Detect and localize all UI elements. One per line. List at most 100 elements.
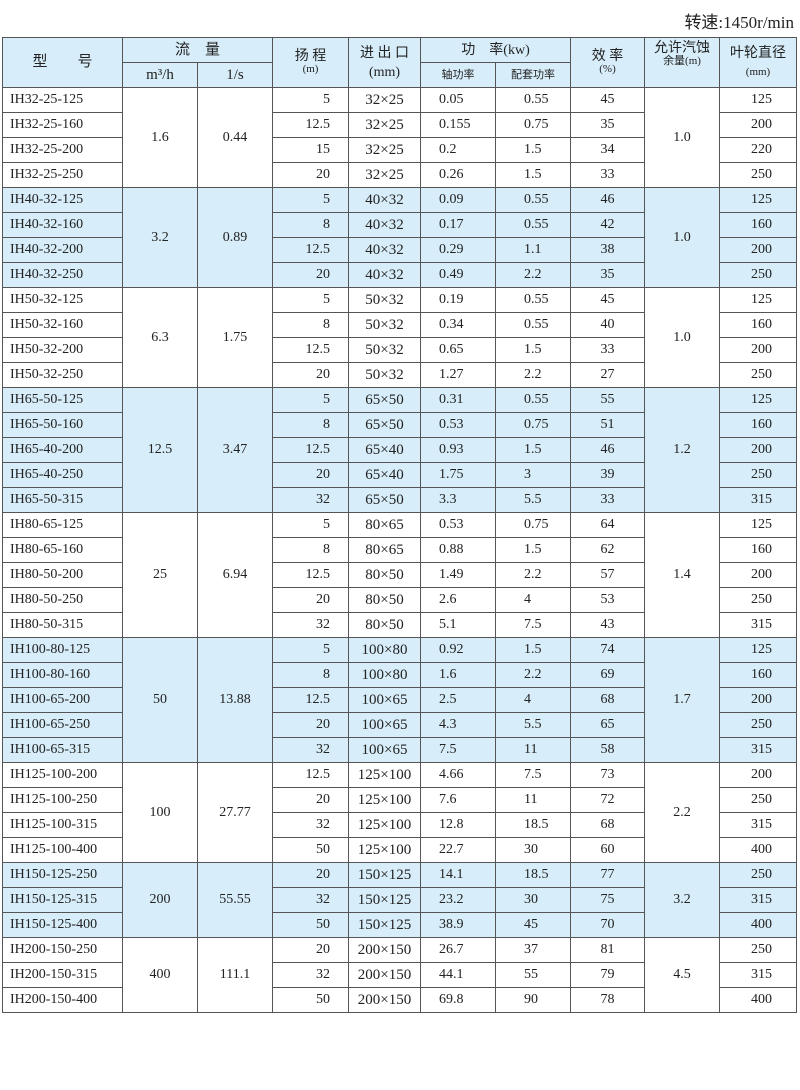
model-cell: IH200-150-400: [2, 987, 123, 1013]
matched-power-cell: 0.55: [495, 387, 572, 413]
port-cell: 150×125: [348, 912, 422, 938]
shaft-power-cell: 0.34: [420, 312, 497, 338]
npsh-cell: 1.0: [644, 287, 721, 388]
matched-power-cell: 1.5: [495, 637, 572, 663]
impeller-cell: 250: [719, 362, 798, 388]
port-cell: 50×32: [348, 337, 422, 363]
port-cell: 200×150: [348, 937, 422, 963]
shaft-power-cell: 0.17: [420, 212, 497, 238]
shaft-power-cell: 2.5: [420, 687, 497, 713]
head-cell: 20: [272, 362, 350, 388]
efficiency-cell: 40: [570, 312, 646, 338]
impeller-cell: 315: [719, 487, 798, 513]
port-cell: 40×32: [348, 187, 422, 213]
impeller-cell: 200: [719, 762, 798, 788]
shaft-power-cell: 7.5: [420, 737, 497, 763]
impeller-cell: 160: [719, 212, 798, 238]
table-row: IH40-32-160 8 40×32 0.17 0.55 42 160: [2, 212, 798, 238]
port-cell: 80×50: [348, 612, 422, 638]
matched-power-cell: 18.5: [495, 862, 572, 888]
matched-power-cell: 2.2: [495, 562, 572, 588]
matched-power-cell: 4: [495, 687, 572, 713]
shaft-power-cell: 0.05: [420, 87, 497, 113]
table-row: IH125-100-200 100 27.77 12.5 125×100 4.66 7.5 7…: [2, 762, 798, 863]
flow-ls-cell: 6.94: [196, 512, 274, 638]
shaft-power-cell: 0.49: [420, 262, 497, 288]
port-cell: 65×50: [348, 412, 422, 438]
model-cell: IH200-150-250: [2, 937, 123, 963]
port-cell: 50×32: [348, 362, 422, 388]
table-row: IH50-32-125 6.3 1.75 5 50×32 0.19 0.55 45 1.0 125: [2, 287, 798, 388]
flow-ls-cell: 27.77: [196, 762, 274, 863]
table-row: IH65-50-315 32 65×50 3.3 5.5 33 315: [2, 487, 798, 513]
shaft-power-cell: 4.3: [420, 712, 497, 738]
pump-spec-table: 型 号 流 量 扬 程 (m) 进 出 口 (mm) 功 率(kw) 效 率 (%) …: [2, 37, 798, 1013]
shaft-power-cell: 3.3: [420, 487, 497, 513]
header-matched-power: 配套功率: [495, 62, 572, 88]
flow-m3h-cell: 200: [122, 862, 198, 938]
efficiency-cell: 69: [570, 662, 646, 688]
shaft-power-cell: 1.6: [420, 662, 497, 688]
impeller-cell: 125: [719, 287, 798, 313]
head-cell: 32: [272, 612, 350, 638]
impeller-cell: 250: [719, 587, 798, 613]
impeller-cell: 315: [719, 887, 798, 913]
head-cell: 5: [272, 387, 350, 413]
table-row: IH32-25-200 15 32×25 0.2 1.5 34 220: [2, 137, 798, 163]
efficiency-cell: 70: [570, 912, 646, 938]
matched-power-cell: 0.55: [495, 312, 572, 338]
port-cell: 80×50: [348, 587, 422, 613]
flow-ls-cell: 3.47: [196, 387, 274, 513]
impeller-cell: 250: [719, 262, 798, 288]
efficiency-cell: 64: [570, 512, 646, 538]
impeller-cell: 250: [719, 862, 798, 888]
flow-ls-cell: 1.75: [196, 287, 274, 388]
table-row: IH150-125-250 200 55.55 20 150×125 14.1 18.5 77…: [2, 862, 798, 938]
header-impeller: 叶轮直径 (mm): [719, 37, 798, 88]
matched-power-cell: 0.55: [495, 212, 572, 238]
port-cell: 125×100: [348, 837, 422, 863]
head-cell: 5: [272, 637, 350, 663]
table-row: IH100-80-125 50 13.88 5 100×80 0.92 1.5 74 1.7 12…: [2, 637, 798, 763]
impeller-cell: 400: [719, 987, 798, 1013]
header-head-label: 扬 程: [294, 48, 327, 64]
matched-power-cell: 11: [495, 737, 572, 763]
impeller-cell: 400: [719, 912, 798, 938]
efficiency-cell: 27: [570, 362, 646, 388]
port-cell: 100×80: [348, 637, 422, 663]
table-row: IH125-100-250 20 125×100 7.6 11 72 250: [2, 787, 798, 813]
npsh-cell: 2.2: [644, 762, 721, 863]
port-cell: 32×25: [348, 137, 422, 163]
impeller-cell: 315: [719, 962, 798, 988]
impeller-cell: 250: [719, 712, 798, 738]
flow-ls-cell: 111.1: [196, 937, 274, 1013]
efficiency-cell: 74: [570, 637, 646, 663]
efficiency-cell: 34: [570, 137, 646, 163]
efficiency-cell: 78: [570, 987, 646, 1013]
npsh-cell: 1.4: [644, 512, 721, 638]
shaft-power-cell: 22.7: [420, 837, 497, 863]
flow-ls-cell: 13.88: [196, 637, 274, 763]
efficiency-cell: 55: [570, 387, 646, 413]
header-flow-ls: 1/s: [196, 62, 274, 88]
npsh-cell: 1.0: [644, 87, 721, 188]
matched-power-cell: 1.5: [495, 537, 572, 563]
table-row: IH65-40-200 12.5 65×40 0.93 1.5 46 200: [2, 437, 798, 463]
impeller-cell: 200: [719, 112, 798, 138]
head-cell: 8: [272, 312, 350, 338]
impeller-cell: 200: [719, 437, 798, 463]
model-cell: IH40-32-250: [2, 262, 123, 288]
efficiency-cell: 33: [570, 162, 646, 188]
head-cell: 8: [272, 412, 350, 438]
header-impeller-label: 叶轮直径: [730, 45, 787, 61]
flow-m3h-cell: 3.2: [122, 187, 198, 288]
head-cell: 12.5: [272, 237, 350, 263]
port-cell: 50×32: [348, 287, 422, 313]
efficiency-cell: 35: [570, 262, 646, 288]
table-row: IH200-150-315 32 200×150 44.1 55 79 315: [2, 962, 798, 988]
head-cell: 12.5: [272, 687, 350, 713]
model-cell: IH80-50-315: [2, 612, 123, 638]
matched-power-cell: 0.55: [495, 287, 572, 313]
flow-m3h-cell: 100: [122, 762, 198, 863]
shaft-power-cell: 0.26: [420, 162, 497, 188]
